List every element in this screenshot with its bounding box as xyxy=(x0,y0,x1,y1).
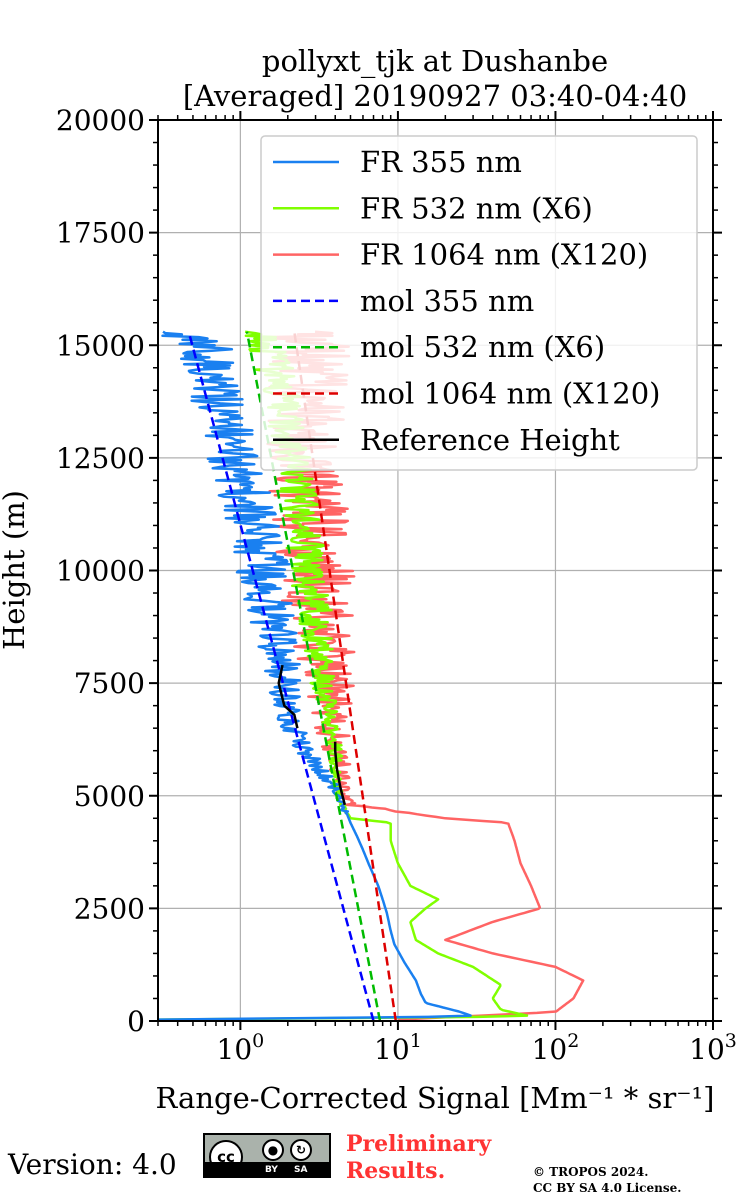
legend-label: FR 1064 nm (X120) xyxy=(360,238,648,272)
chart-figure: pollyxt_tjk at Dushanbe [Averaged] 20190… xyxy=(0,44,737,1115)
x-tick-label: 103 xyxy=(689,1030,737,1066)
legend-label: Reference Height xyxy=(360,423,620,457)
y-tick-label: 10000 xyxy=(56,555,145,588)
cc-license-badge[interactable]: cc ● ↻ BY SA xyxy=(203,1133,331,1178)
chart-title-line2: [Averaged] 20190927 03:40-04:40 xyxy=(183,79,687,113)
y-tick-label: 12500 xyxy=(56,442,145,475)
x-tick-label: 101 xyxy=(374,1030,422,1066)
copyright-line1: © TROPOS 2024. xyxy=(533,1165,649,1179)
y-tick-label: 0 xyxy=(127,1005,145,1038)
cc-by-label: BY xyxy=(265,1165,278,1175)
legend-label: FR 532 nm (X6) xyxy=(360,191,593,225)
cc-sa-label: SA xyxy=(294,1165,308,1175)
preliminary-line2: Results. xyxy=(346,1158,446,1184)
legend-label: FR 355 nm xyxy=(360,145,522,179)
legend-label: mol 532 nm (X6) xyxy=(360,330,605,364)
y-tick-label: 5000 xyxy=(74,780,145,813)
y-tick-label: 2500 xyxy=(74,892,145,925)
y-tick-label: 20000 xyxy=(56,104,145,137)
legend-label: mol 355 nm xyxy=(360,284,534,318)
series-line-reference-height xyxy=(277,664,299,729)
legend-label: mol 1064 nm (X120) xyxy=(360,377,661,411)
version-label: Version: 4.0 xyxy=(8,1148,177,1181)
chart-title-line1: pollyxt_tjk at Dushanbe xyxy=(262,44,608,79)
preliminary-line1: Preliminary xyxy=(346,1131,492,1157)
y-axis-label: Height (m) xyxy=(0,490,31,650)
y-tick-label: 15000 xyxy=(56,329,145,362)
y-tick-label: 17500 xyxy=(56,217,145,250)
copyright-line2: CC BY SA 4.0 License. xyxy=(533,1181,682,1195)
share-alike-icon: ↻ xyxy=(290,1139,312,1161)
copyright-note: © TROPOS 2024. CC BY SA 4.0 License. xyxy=(533,1164,681,1196)
y-tick-label: 7500 xyxy=(74,667,145,700)
x-tick-label: 100 xyxy=(217,1030,265,1066)
series-line-mol-532-nm-x6 xyxy=(245,331,382,1022)
x-axis-label: Range-Corrected Signal [Mm⁻¹ * sr⁻¹] xyxy=(156,1081,715,1115)
series-line-reference-height xyxy=(333,741,347,806)
x-tick-label: 102 xyxy=(532,1030,580,1066)
attribution-icon: ● xyxy=(262,1139,284,1161)
legend-box xyxy=(260,135,698,471)
preliminary-results-note: Preliminary Results. xyxy=(346,1131,491,1185)
series-line-fr-355-nm xyxy=(157,330,472,1021)
